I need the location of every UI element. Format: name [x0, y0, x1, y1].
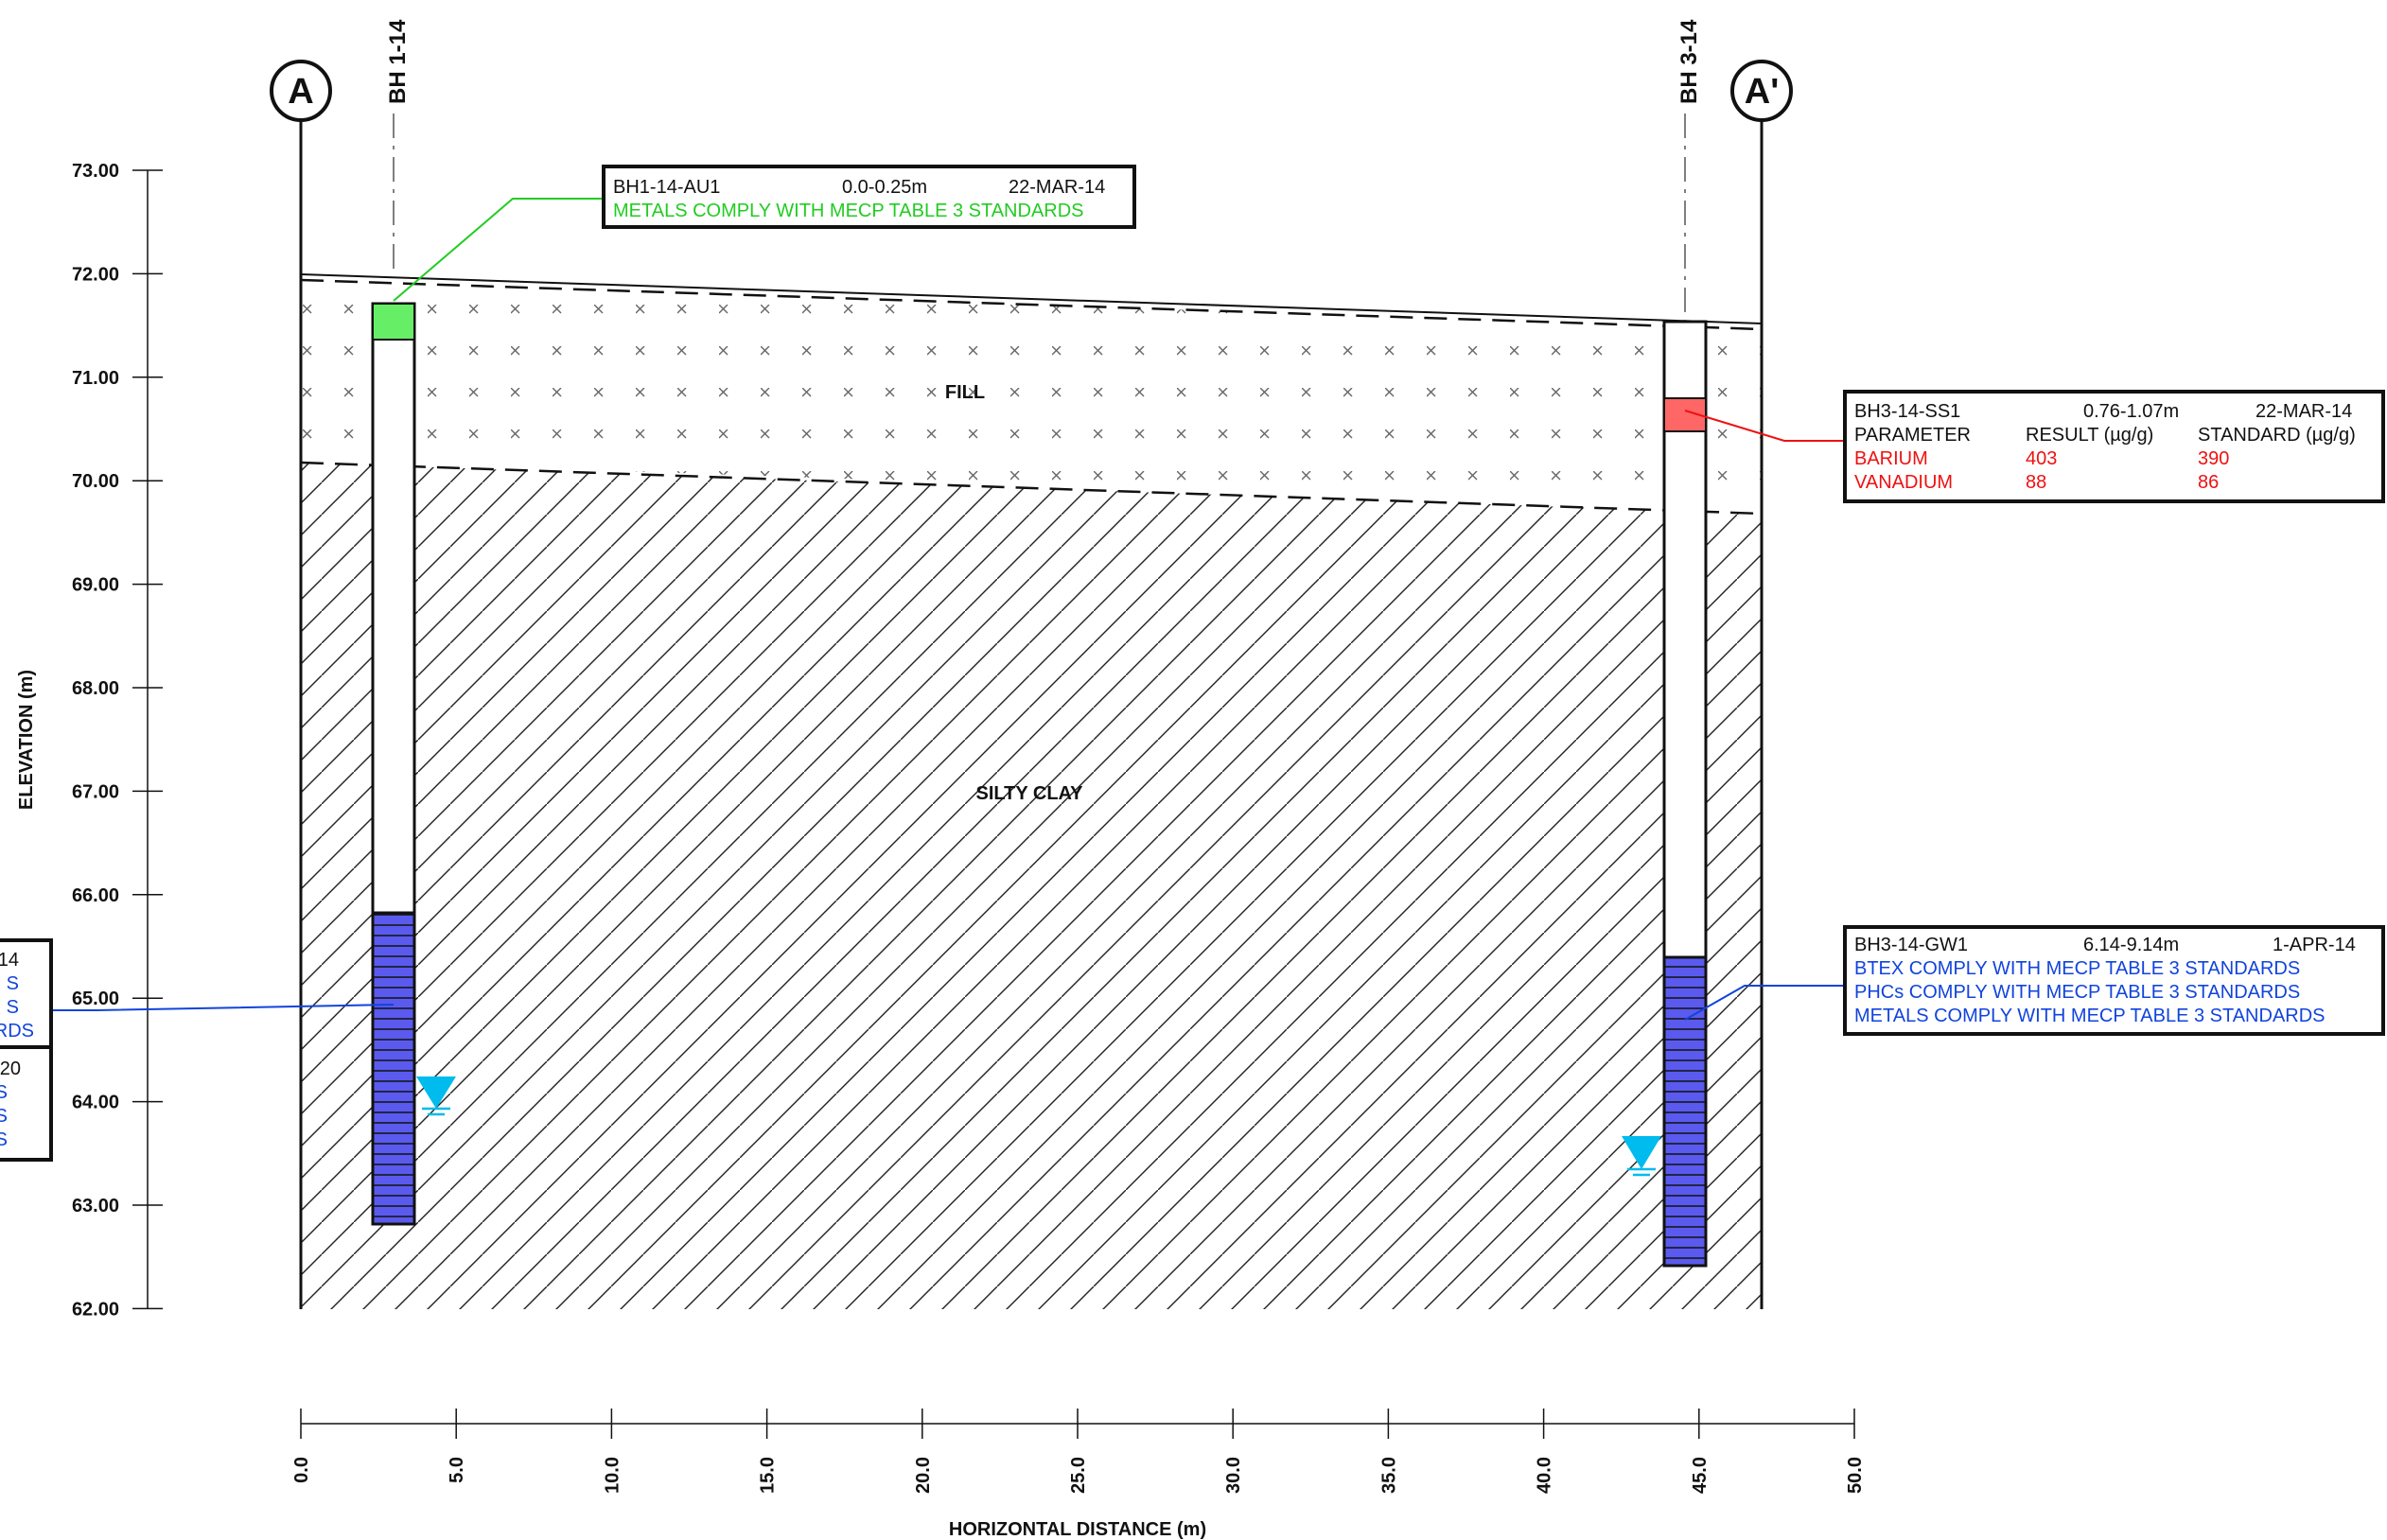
y-axis-tick-label: 71.00 — [72, 368, 119, 389]
borehole-bh1-label: BH 1-14 — [385, 19, 411, 104]
fill-bottom-dashed-line — [300, 461, 1763, 516]
callout-bh1-partial-line: S — [7, 973, 19, 994]
callout-bh3-ss1-row-result: 403 — [2026, 448, 2057, 469]
y-axis-tick-label: 72.00 — [72, 264, 119, 285]
x-axis-tick-label: 0.0 — [291, 1457, 312, 1483]
y-axis-tick-label: 70.00 — [72, 471, 119, 492]
callout-bh1-au1-sample: BH1-14-AU1 — [613, 177, 720, 198]
x-axis-tick-label: 40.0 — [1535, 1457, 1555, 1494]
x-axis-tick-label: 15.0 — [758, 1457, 779, 1494]
callout-bh3-gw1: BH3-14-GW1 6.14-9.14m 1-APR-14 BTEX COMP… — [1684, 925, 2385, 1036]
x-axis-label: HORIZONTAL DISTANCE (m) — [949, 1519, 1206, 1540]
callout-bh3-ss1-row-param: BARIUM — [1854, 448, 1928, 469]
section-marker-a-prime — [1730, 60, 1793, 122]
y-axis-tick-label: 66.00 — [72, 885, 119, 906]
sample-bh1-au1 — [372, 303, 415, 341]
x-axis-tick-label: 30.0 — [1223, 1457, 1244, 1494]
x-axis-tick-label: 5.0 — [447, 1457, 467, 1483]
y-axis-tick-label: 67.00 — [72, 781, 119, 802]
callout-bh1-partial-line: 14 — [0, 950, 19, 971]
callout-bh3-gw1-line: METALS COMPLY WITH MECP TABLE 3 STANDARD… — [1854, 1006, 2326, 1026]
x-axis-tick-label: 35.0 — [1378, 1457, 1399, 1494]
x-axis-tick-label: 20.0 — [913, 1457, 934, 1494]
callout-bh1-partial-line: S — [0, 1129, 8, 1150]
callout-bh3-gw1-line: PHCs COMPLY WITH MECP TABLE 3 STANDARDS — [1854, 982, 2300, 1003]
section-marker-a — [270, 60, 332, 122]
y-axis-tick-label: 68.00 — [72, 678, 119, 699]
y-axis-label: ELEVATION (m) — [16, 670, 37, 810]
x-axis-tick-label: 50.0 — [1845, 1457, 1866, 1494]
callout-bh1-partial-line: S — [0, 1082, 8, 1103]
callout-bh3-gw1-sample: BH3-14-GW1 — [1854, 935, 1968, 955]
y-axis-tick-label: 63.00 — [72, 1196, 119, 1216]
callout-bh3-ss1-row-param: VANADIUM — [1854, 472, 1953, 493]
borehole-bh3-label: BH 3-14 — [1676, 19, 1702, 104]
callout-bh1-au1-date: 22-MAR-14 — [1009, 177, 1105, 198]
y-axis: 73.00 72.00 71.00 70.00 69.00 68.00 67.00 66.00… — [16, 161, 163, 1320]
callout-bh1-partial-line: 20 — [0, 1059, 21, 1079]
y-axis-tick-label: 64.00 — [72, 1093, 119, 1113]
callout-bh3-ss1-depth: 0.76-1.07m — [2083, 401, 2179, 422]
borehole-bh3-14: BH 3-14 — [1622, 19, 1708, 1268]
y-axis-tick-label: 65.00 — [72, 989, 119, 1009]
x-axis-tick-label: 10.0 — [602, 1457, 623, 1494]
callout-bh1-partial-line: RDS — [0, 1021, 34, 1041]
y-axis-tick-label: 62.00 — [72, 1299, 119, 1320]
callout-bh1-left-partial: 14 S S RDS 20 S S S — [0, 938, 395, 1162]
stratum-label-silty-clay: SILTY CLAY — [976, 783, 1084, 804]
screen-bh3 — [1662, 955, 1708, 1268]
x-axis-tick-label: 25.0 — [1068, 1457, 1089, 1494]
callout-bh3-ss1-row-result: 88 — [2026, 472, 2046, 493]
borehole-bh1-14: BH 1-14 — [371, 19, 456, 1226]
callout-bh3-ss1-row-standard: 86 — [2198, 472, 2219, 493]
callout-bh3-ss1-date: 22-MAR-14 — [2255, 401, 2352, 422]
callout-bh3-ss1-col-standard: STANDARD (µg/g) — [2198, 425, 2356, 446]
y-axis-tick-label: 73.00 — [72, 161, 119, 182]
ground-surface-line — [300, 273, 1763, 324]
callout-bh3-ss1: BH3-14-SS1 0.76-1.07m 22-MAR-14 PARAMETE… — [1684, 390, 2385, 503]
water-level-icon — [1622, 1136, 1661, 1177]
callout-bh3-ss1-col-param: PARAMETER — [1854, 425, 1971, 446]
water-level-icon — [416, 1076, 456, 1116]
section-marker-a-label: A — [288, 72, 313, 112]
callout-bh1-partial-line: S — [7, 997, 19, 1018]
silty-clay-region — [301, 463, 1762, 1309]
callout-bh1-au1-note: METALS COMPLY WITH MECP TABLE 3 STANDARD… — [613, 201, 1084, 221]
x-axis-tick-label: 45.0 — [1690, 1457, 1711, 1494]
fill-top-dashed-line — [300, 278, 1763, 331]
callout-bh3-ss1-col-result: RESULT (µg/g) — [2026, 425, 2153, 446]
callout-bh1-au1: BH1-14-AU1 0.0-0.25m 22-MAR-14 METALS CO… — [393, 165, 1136, 302]
callout-bh1-partial-line: S — [0, 1106, 8, 1127]
fill-region-marks — [301, 280, 1762, 511]
callout-bh3-gw1-date: 1-APR-14 — [2273, 935, 2356, 955]
callout-bh3-gw1-line: BTEX COMPLY WITH MECP TABLE 3 STANDARDS — [1854, 958, 2300, 979]
callout-bh3-ss1-sample: BH3-14-SS1 — [1854, 401, 1960, 422]
callout-bh3-ss1-row-standard: 390 — [2198, 448, 2229, 469]
screen-bh1 — [371, 911, 416, 1226]
section-marker-a-prime-label: A' — [1745, 72, 1779, 112]
callout-bh3-gw1-depth: 6.14-9.14m — [2083, 935, 2179, 955]
x-axis: 0.0 5.0 10.0 15.0 20.0 25.0 30.0 35.0 40.0 45.0 50… — [291, 1409, 1866, 1540]
callout-bh1-au1-depth: 0.0-0.25m — [842, 177, 927, 198]
stratum-label-fill: FILL — [945, 382, 985, 403]
y-axis-tick-label: 69.00 — [72, 575, 119, 596]
